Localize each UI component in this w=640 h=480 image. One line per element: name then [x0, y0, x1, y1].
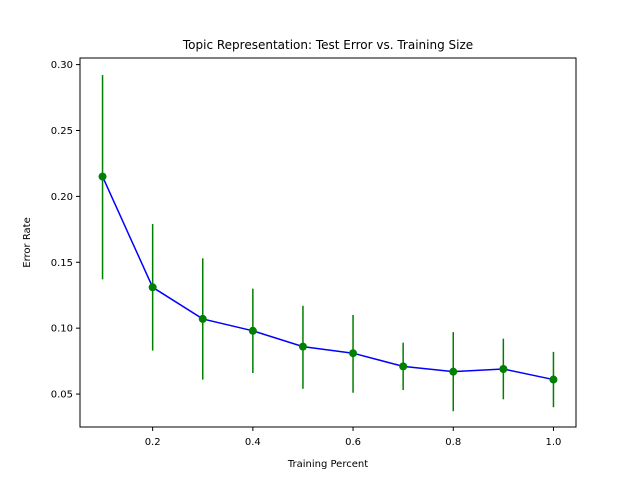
x-tick-label: 0.8 [445, 437, 461, 448]
series-line [101, 176, 554, 381]
plot-frame [79, 57, 577, 428]
data-point [148, 283, 157, 292]
y-tick-label: 0.05 [51, 390, 73, 401]
data-point [248, 326, 257, 335]
y-axis-label: Error Rate [22, 217, 33, 267]
y-tick-label: 0.15 [51, 258, 73, 269]
data-point [399, 362, 408, 371]
x-tick-label: 0.6 [345, 437, 361, 448]
x-axis-label: Training Percent [287, 459, 368, 470]
y-axis: 0.05 0.10 0.15 0.20 0.25 0.30 [51, 60, 80, 401]
data-point [298, 342, 307, 351]
x-tick-label: 1.0 [546, 437, 562, 448]
data-point [549, 375, 558, 384]
data-point [499, 365, 508, 374]
y-tick-label: 0.25 [51, 126, 73, 137]
x-axis: 0.2 0.4 0.6 0.8 1.0 [145, 427, 562, 448]
x-tick-label: 0.4 [245, 437, 261, 448]
data-point [198, 314, 207, 323]
x-tick-label: 0.2 [145, 437, 161, 448]
data-point [449, 367, 458, 376]
plot-area [98, 75, 558, 412]
data-point [98, 172, 107, 181]
chart-title: Topic Representation: Test Error vs. Tra… [182, 38, 473, 52]
y-tick-label: 0.20 [51, 192, 73, 203]
data-point [349, 349, 358, 358]
y-tick-label: 0.10 [51, 324, 73, 335]
y-tick-label: 0.30 [51, 60, 73, 71]
